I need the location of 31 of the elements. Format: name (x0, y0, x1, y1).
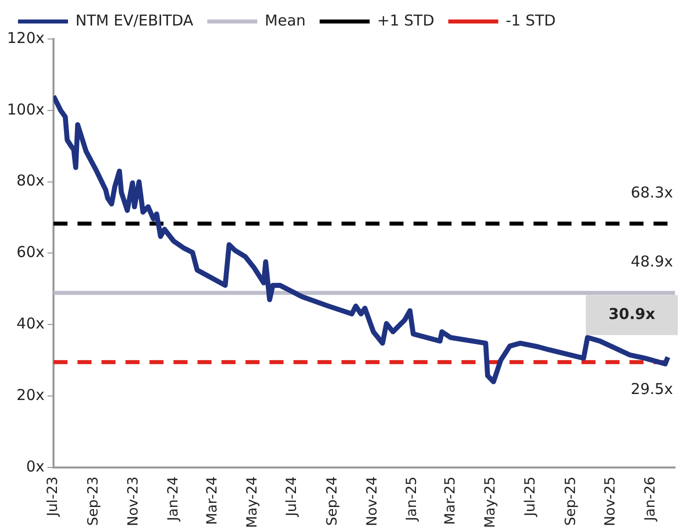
y-tick-label: 120x (6, 28, 45, 47)
annotation: 48.9x (630, 252, 674, 271)
x-tick-label: Mar-25 (442, 476, 459, 525)
legend-label: +1 STD (377, 11, 434, 30)
y-tick-label: 100x (6, 100, 45, 118)
x-tick-label: Mar-24 (204, 476, 220, 525)
legend-label: Mean (264, 11, 306, 30)
x-tick-label: Nov-25 (602, 476, 619, 526)
x-tick-label: May-25 (482, 476, 499, 528)
x-tick-label: Jul-23 (45, 476, 62, 518)
x-tick-label: Sep-23 (86, 476, 102, 526)
x-tick-label: Sep-24 (324, 476, 341, 526)
annotation: 68.3x (630, 183, 674, 202)
y-tick-label: 40x (16, 314, 45, 333)
y-tick-label: 80x (16, 172, 45, 190)
x-tick-label: Jul-25 (522, 476, 538, 518)
y-tick-label: 60x (16, 243, 45, 262)
legend-label: NTM EV/EBITDA (76, 11, 194, 30)
annotation: 29.5x (630, 380, 674, 398)
x-tick-label: Jan-24 (165, 476, 182, 522)
x-tick-label: Jul-24 (284, 476, 300, 518)
y-tick-label: 0x (26, 457, 45, 476)
y-tick-label: 20x (16, 386, 45, 404)
legend-label: -1 STD (506, 11, 556, 30)
x-tick-label: Jan-25 (404, 476, 420, 522)
x-tick-label: Sep-25 (562, 476, 579, 526)
x-tick-label: May-24 (244, 476, 260, 528)
annotation: 30.9x (608, 305, 656, 324)
x-tick-label: Jan-26 (642, 476, 658, 522)
x-tick-label: Nov-24 (364, 476, 380, 526)
x-tick-label: Nov-23 (125, 476, 142, 526)
